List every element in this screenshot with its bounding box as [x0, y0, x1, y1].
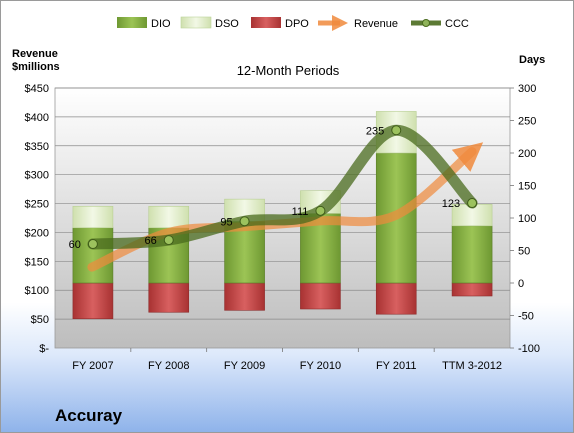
legend-swatch-dpo	[251, 17, 281, 28]
legend-label-dso: DSO	[215, 18, 239, 30]
legend-label-dpo: DPO	[285, 18, 309, 30]
lines-layer: 60 66 95 111 235 123	[69, 124, 484, 272]
ccc-data-label: 66	[145, 235, 157, 247]
category-label: FY 2009	[224, 360, 265, 372]
ccc-data-label: 235	[366, 125, 384, 137]
left-axis-label-line2: $millions	[12, 61, 60, 73]
axes-layer: $- $50 $100 $150 $200 $250 $300 $350 $400 $450 -10…	[25, 83, 541, 372]
left-tick-label: $450	[25, 83, 49, 95]
category-label: FY 2007	[72, 360, 113, 372]
right-tick-label: -100	[518, 343, 540, 355]
left-tick-label: $150	[25, 256, 49, 268]
legend-swatch-dso	[180, 16, 212, 29]
right-tick-label: 50	[518, 246, 530, 258]
right-tick-label: 300	[518, 83, 536, 95]
right-axis-label: Days	[519, 54, 545, 66]
bar-dpo	[72, 282, 114, 320]
bar-dpo	[224, 282, 265, 311]
category-label: TTM 3-2012	[442, 360, 502, 372]
right-tick-label: 200	[518, 148, 536, 160]
left-tick-label: $400	[25, 112, 49, 124]
ccc-data-label: 95	[220, 216, 232, 228]
bar-dpo	[148, 282, 190, 313]
gridlines	[55, 87, 510, 320]
left-tick-label: $200	[25, 227, 49, 239]
bar-dso	[148, 206, 190, 229]
left-tick-label: $100	[25, 285, 49, 297]
right-tick-label: 100	[518, 213, 536, 225]
left-axis-label-line1: Revenue	[12, 48, 58, 60]
category-label: FY 2011	[376, 360, 417, 372]
ccc-marker	[391, 125, 402, 136]
ccc-marker	[239, 216, 250, 227]
bar-dpo	[375, 282, 417, 315]
right-tick-label: 150	[518, 181, 536, 193]
legend-swatch-dio	[117, 17, 147, 28]
right-tick-label: 0	[518, 278, 524, 290]
left-tick-label: $250	[25, 199, 49, 211]
legend-label-revenue: Revenue	[354, 18, 398, 30]
chart-title: 12-Month Periods	[237, 63, 340, 78]
ccc-data-label: 60	[69, 239, 81, 251]
ccc-marker	[87, 239, 98, 249]
ccc-data-label: 111	[292, 206, 309, 218]
legend-ccc-marker	[422, 19, 430, 27]
left-tick-label: $50	[31, 314, 49, 326]
right-tick-label: -50	[518, 311, 534, 323]
ccc-marker	[315, 205, 326, 216]
bar-dso	[72, 206, 114, 229]
legend: DIO DSO DPO Revenue CCC	[117, 14, 469, 32]
left-tick-label: $-	[39, 343, 49, 355]
legend-label-dio: DIO	[151, 18, 171, 30]
left-tick-label: $350	[25, 141, 49, 153]
bar-dpo	[451, 282, 493, 297]
ccc-data-label: 123	[442, 198, 460, 210]
company-name: Accuray	[55, 406, 123, 425]
bar-dio	[451, 225, 493, 284]
legend-label-ccc: CCC	[445, 18, 469, 30]
category-label: FY 2010	[300, 360, 341, 372]
bar-dpo	[300, 282, 341, 310]
category-label: FY 2008	[148, 360, 189, 372]
right-tick-label: 250	[518, 116, 536, 128]
ccc-marker	[163, 235, 174, 246]
left-tick-label: $300	[25, 170, 49, 182]
ccc-marker	[467, 198, 478, 209]
